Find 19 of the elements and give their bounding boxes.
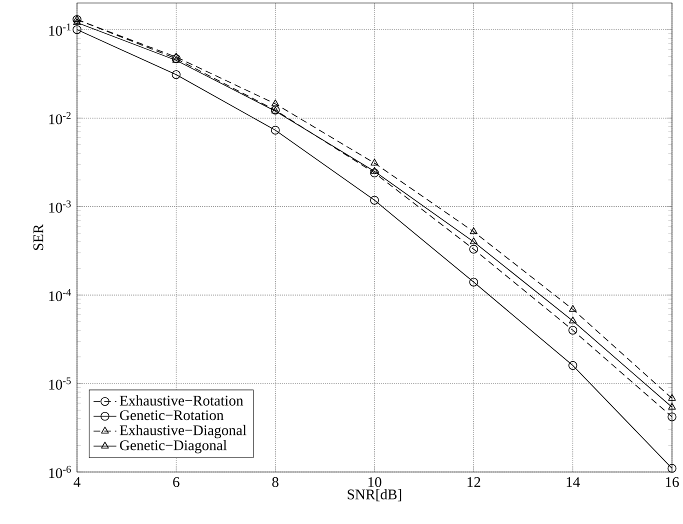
y-tick-label: 10$^{-3}$ [49, 200, 71, 213]
y-tick-label: 10$^{-4}$ [49, 288, 72, 302]
y-tick-label: 10$^{-1}$ [49, 24, 71, 36]
x-axis-title: SNR[dB] [348, 489, 402, 502]
x-tick-label: 4 [74, 477, 80, 487]
x-tick-label: 10 [368, 477, 382, 488]
legend-label: Exhaustive−Rotation [120, 395, 244, 406]
legend-label: Exhaustive−Diagonal [120, 424, 246, 438]
x-tick-label: 8 [272, 477, 278, 488]
y-tick-label: 10$^{-5}$ [49, 377, 71, 390]
legend-label: Genetic−Rotation [120, 410, 224, 420]
x-tick-label: 6 [173, 477, 180, 488]
x-tick-label: 12 [468, 477, 480, 487]
y-tick-label: 10$^{-2}$ [49, 112, 71, 124]
legend-label: Genetic−Diagonal [120, 440, 227, 454]
x-tick-label: 14 [566, 477, 580, 487]
y-axis-title: SER [33, 224, 44, 250]
x-tick-label: 16 [666, 477, 679, 488]
y-tick-label: 10$^{-6}$ [49, 466, 71, 478]
